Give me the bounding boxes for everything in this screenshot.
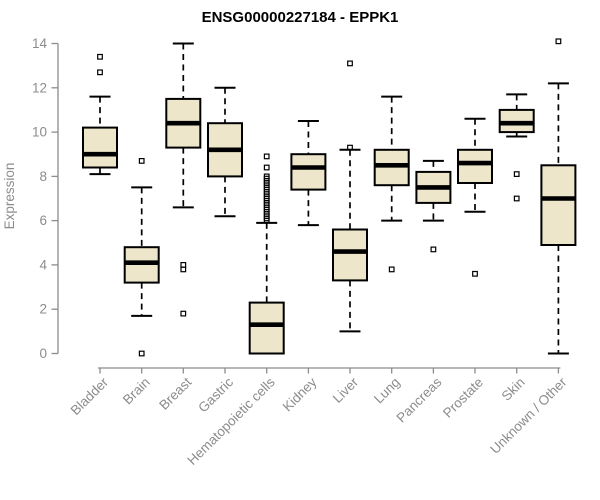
outlier-point [180, 310, 187, 317]
box-kidney [290, 120, 327, 227]
box-bladder [82, 53, 118, 176]
outlier-point [138, 350, 145, 357]
y-tick-label: 4 [39, 257, 47, 272]
outlier-point [430, 246, 437, 253]
box-breast [165, 42, 202, 317]
y-tick-label: 14 [32, 36, 48, 51]
outlier-point [472, 270, 478, 277]
box-pancreas [415, 159, 452, 253]
y-tick-label: 8 [39, 169, 47, 184]
iqr-box [248, 301, 285, 355]
outlier-point [263, 153, 270, 160]
outlier-point [347, 144, 353, 151]
y-tick-label: 10 [32, 125, 47, 140]
y-tick-label: 12 [32, 80, 47, 95]
outlier-point [180, 266, 187, 273]
outlier-point [513, 171, 520, 178]
box-skin [498, 93, 535, 202]
x-tick-label: Bladder [68, 374, 112, 418]
x-tick-label: Lung [371, 375, 403, 407]
x-tick-label: Gastric [195, 374, 236, 415]
outlier-point [347, 60, 353, 67]
x-tick-label: Kidney [280, 374, 320, 414]
outlier-point [263, 217, 270, 224]
outlier-point [263, 164, 270, 171]
y-axis: 0 2 4 6 8 10 12 14 [32, 36, 59, 361]
iqr-box [540, 164, 577, 246]
x-tick-label: Prostate [440, 375, 486, 421]
iqr-box [332, 228, 368, 282]
box-prostate [457, 117, 493, 277]
x-tick-label: Liver [330, 374, 362, 406]
box-brain [123, 158, 160, 357]
x-tick-label: Pancreas [394, 374, 445, 425]
x-tick-label: Breast [156, 374, 194, 412]
outlier-point [97, 69, 103, 76]
box-lung [373, 95, 410, 273]
x-tick-label: Brain [120, 375, 153, 408]
y-tick-label: 2 [39, 302, 47, 317]
x-tick-label: Unknown / Other [487, 374, 570, 457]
iqr-box [290, 153, 327, 191]
x-tick-label: Skin [499, 375, 528, 404]
outlier-point [388, 266, 395, 273]
box-hematopoietic-cells [248, 153, 285, 355]
y-tick-label: 6 [39, 213, 47, 228]
y-tick-label: 0 [39, 346, 47, 361]
outlier-point [138, 158, 145, 164]
outlier-point [555, 38, 562, 45]
box-liver [332, 60, 368, 333]
chart-title: ENSG00000227184 - EPPK1 [201, 9, 399, 26]
box-unknown-other [540, 38, 577, 355]
iqr-box [82, 126, 118, 169]
iqr-box [457, 148, 493, 185]
outlier-point [513, 195, 520, 202]
box-gastric [207, 86, 243, 218]
outlier-point [97, 53, 103, 60]
